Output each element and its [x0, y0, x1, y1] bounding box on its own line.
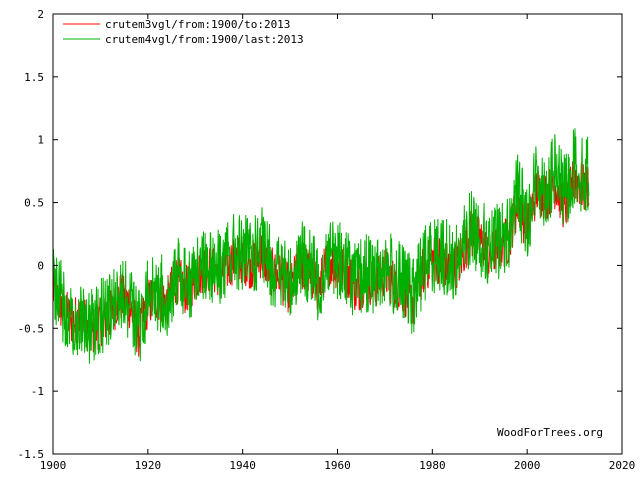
series-line-2 — [52, 128, 590, 364]
y-tick-label: -1 — [31, 385, 44, 398]
x-tick-label: 1940 — [229, 459, 256, 472]
x-tick-label: 1980 — [419, 459, 446, 472]
y-tick-label: 1.5 — [24, 71, 44, 84]
credit-label: WoodForTrees.org — [497, 426, 603, 439]
series-layer — [52, 128, 590, 364]
x-tick-label: 2000 — [514, 459, 541, 472]
axes-layer: 1900 1920 1940 1960 1980 2000 2020 -1.5 -1 -0.5 0 0… — [18, 8, 636, 472]
legend: crutem3vgl/from:1900/to:2013 crutem4vgl/f… — [63, 18, 304, 46]
x-tick-label: 1960 — [324, 459, 351, 472]
y-tick-label: 2 — [37, 8, 44, 21]
legend-label-1: crutem3vgl/from:1900/to:2013 — [105, 18, 290, 31]
x-tick-label: 1900 — [40, 459, 67, 472]
y-tick-label: 0 — [37, 259, 44, 272]
y-tick-label: 1 — [37, 134, 44, 147]
y-tick-label: -1.5 — [18, 448, 45, 461]
legend-label-2: crutem4vgl/from:1900/last:2013 — [105, 33, 304, 46]
x-tick-label: 2020 — [609, 459, 636, 472]
y-tick-label: 0.5 — [24, 197, 44, 210]
x-tick-label: 1920 — [135, 459, 162, 472]
y-tick-label: -0.5 — [18, 322, 45, 335]
